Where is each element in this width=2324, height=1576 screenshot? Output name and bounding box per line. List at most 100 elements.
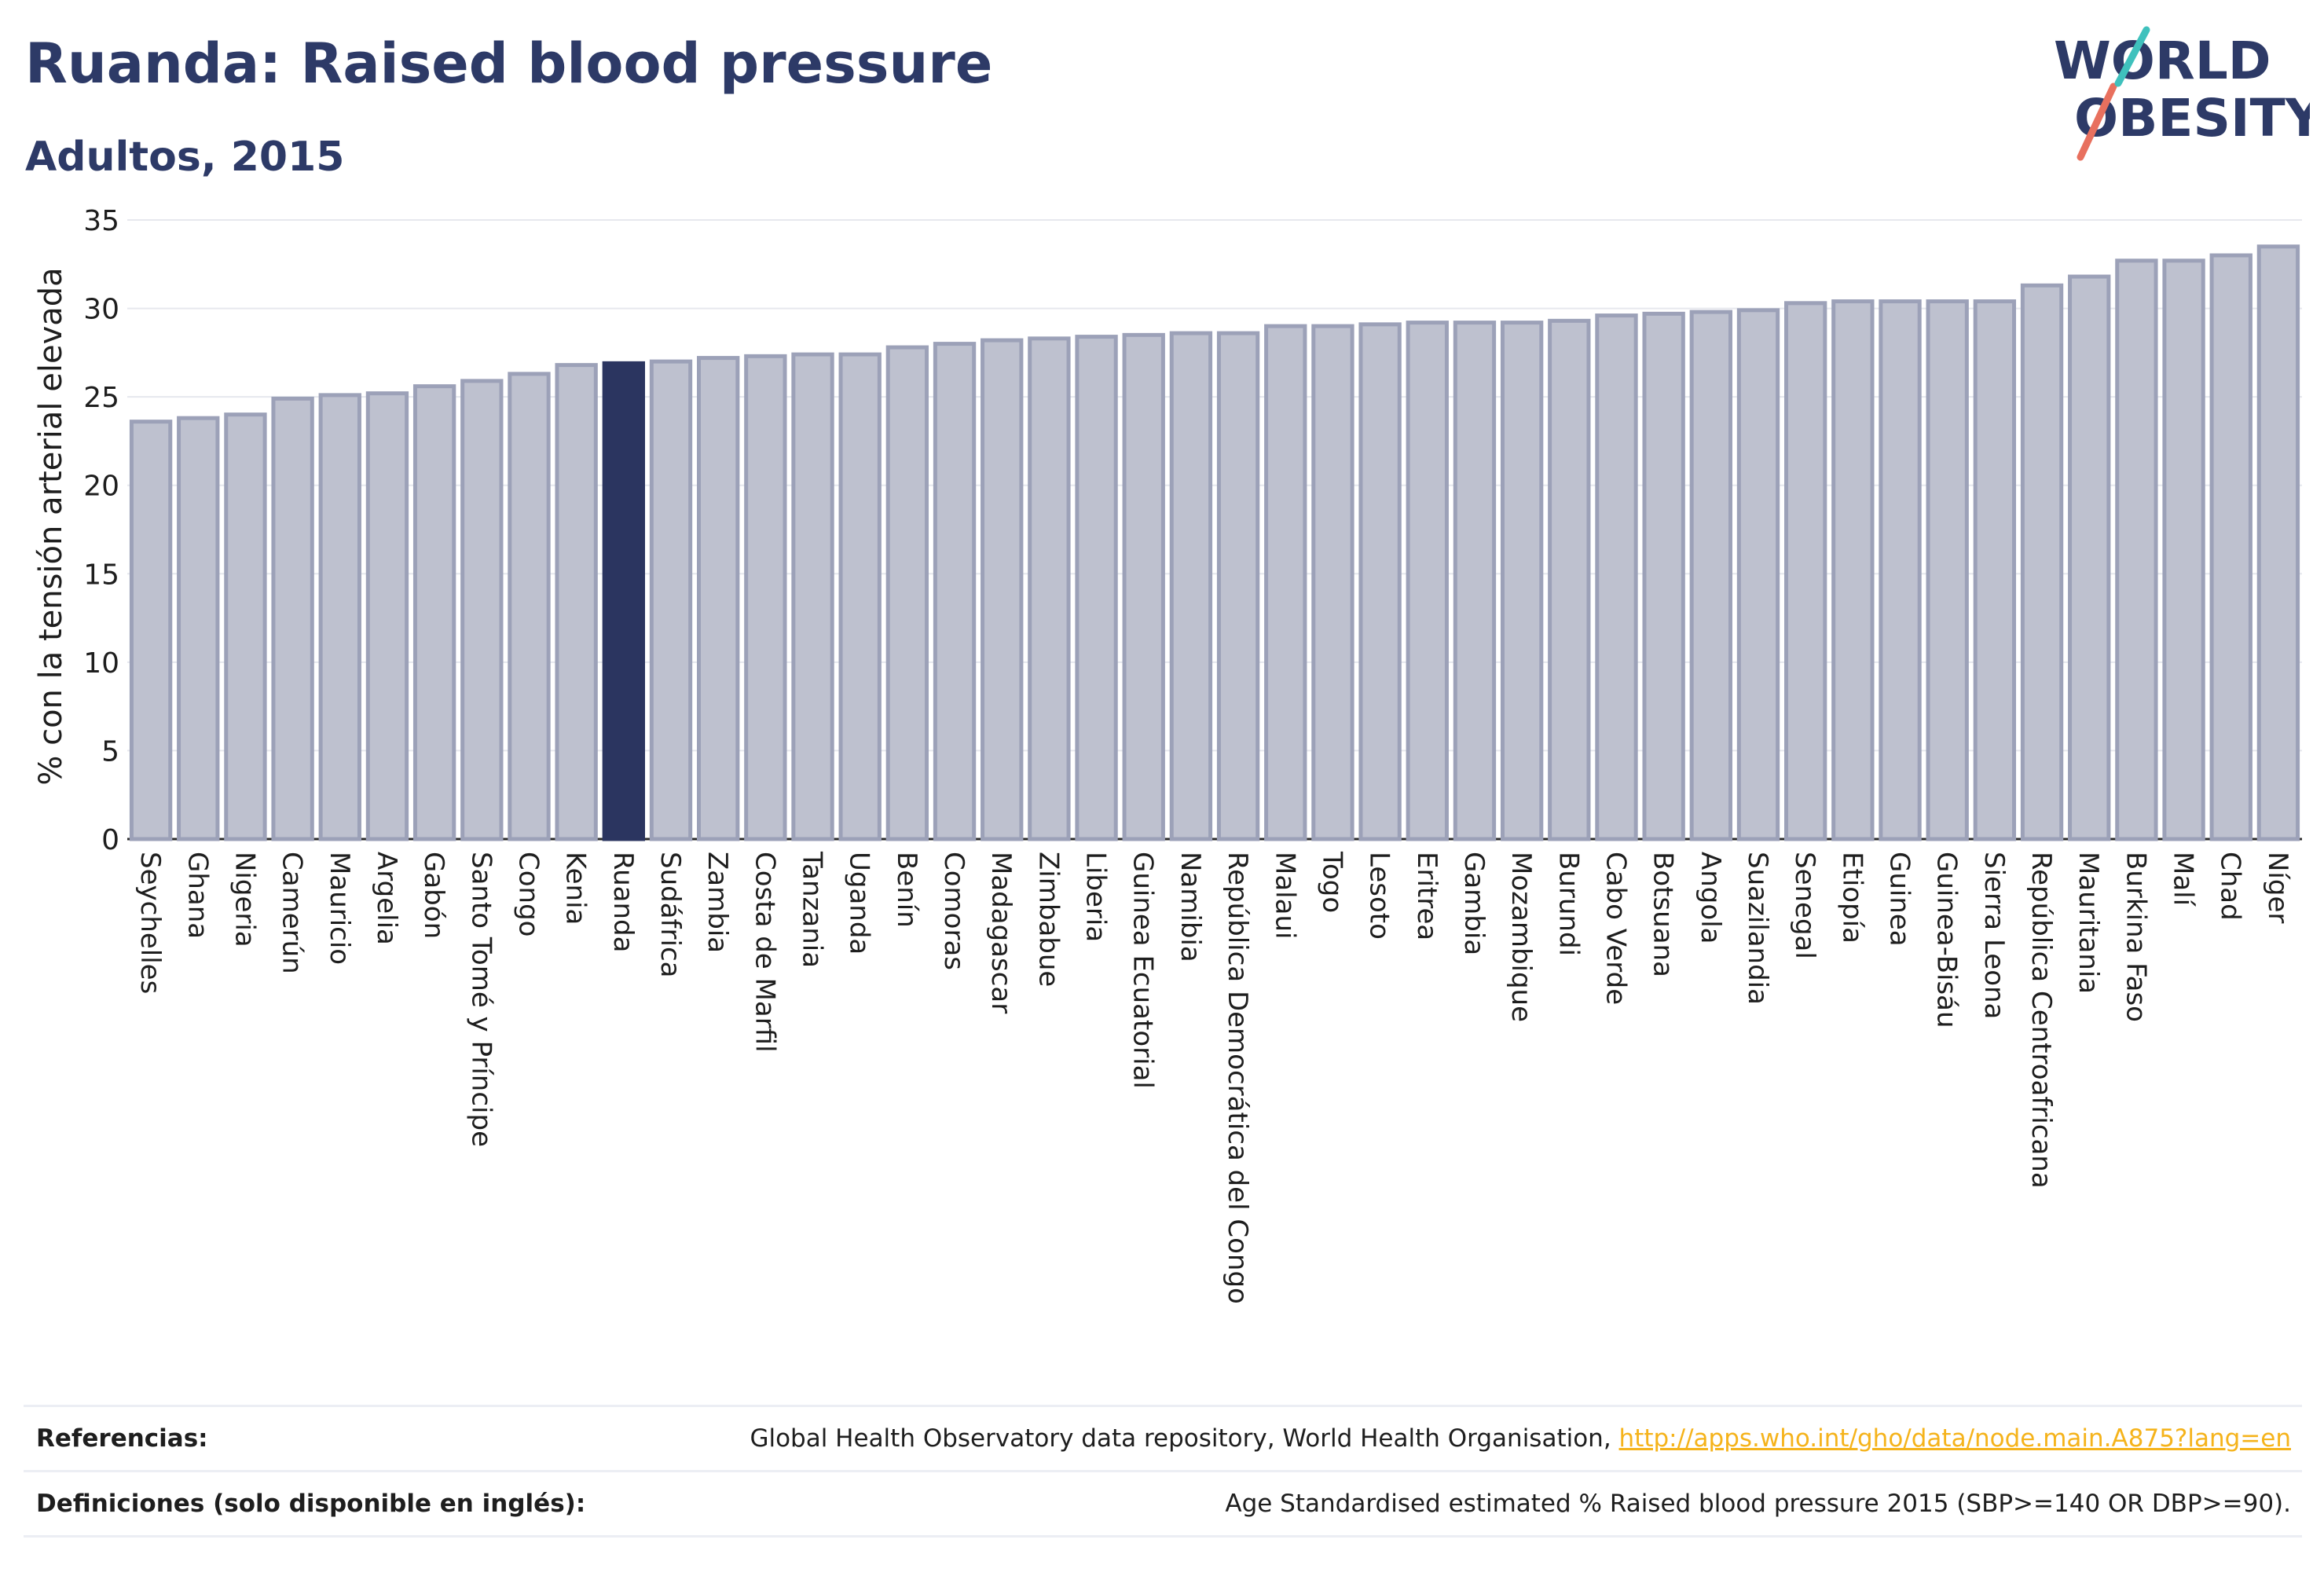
x-tick-label: Chad bbox=[2215, 852, 2246, 921]
bar-liberia bbox=[1075, 335, 1118, 841]
x-tick-label: Benín bbox=[891, 852, 922, 928]
bar-seychelles bbox=[129, 420, 173, 841]
bar-sierra-leona bbox=[1973, 299, 2017, 841]
x-tick-label: Uganda bbox=[844, 852, 875, 955]
x-tick-label: Sudáfrica bbox=[654, 852, 686, 977]
x-tick-label: Níger bbox=[2262, 852, 2293, 923]
x-tick-label: República Centroafricana bbox=[2025, 852, 2057, 1189]
bar-angola bbox=[1689, 310, 1732, 841]
bar-ghana bbox=[177, 416, 220, 841]
bar-burundi bbox=[1548, 318, 1591, 841]
y-tick-label: 15 bbox=[83, 559, 119, 591]
x-tick-label: Seychelles bbox=[134, 852, 166, 994]
bar-camerún bbox=[271, 396, 314, 841]
x-tick-label: Guinea Ecuatorial bbox=[1127, 852, 1159, 1089]
bar-costa-de-marfil bbox=[744, 354, 787, 841]
x-tick-label: Sierra Leona bbox=[1978, 852, 2010, 1019]
bar-mauritania bbox=[2068, 274, 2111, 841]
x-tick-label: Burkina Faso bbox=[2120, 852, 2151, 1022]
bar-malaui bbox=[1264, 324, 1307, 841]
x-tick-label: Costa de Marfil bbox=[749, 852, 780, 1053]
bar-zimbabue bbox=[1028, 336, 1071, 841]
bar-lesoto bbox=[1358, 322, 1402, 841]
bar-república-democrática-del-congo bbox=[1216, 331, 1260, 841]
x-tick-label: Suazilandia bbox=[1742, 852, 1773, 1005]
bar-nigeria bbox=[224, 412, 267, 841]
x-tick-label: Gabón bbox=[418, 852, 449, 939]
bar-burkina-faso bbox=[2115, 258, 2158, 841]
chart-title: Ruanda: Raised blood pressure bbox=[25, 31, 993, 96]
world-obesity-logo: WORLD OBESITY bbox=[2043, 22, 2324, 171]
x-tick-label: República Democrática del Congo bbox=[1222, 852, 1253, 1304]
bar-sudáfrica bbox=[649, 359, 693, 841]
y-tick-label: 5 bbox=[101, 735, 119, 768]
bar-ruanda bbox=[602, 361, 645, 841]
x-tick-label: Togo bbox=[1316, 851, 1347, 913]
references-link[interactable]: http://apps.who.int/gho/data/node.main.A… bbox=[1618, 1424, 2291, 1453]
bar-togo bbox=[1311, 324, 1354, 841]
definitions-label: Definiciones (solo disponible en inglés)… bbox=[36, 1490, 586, 1518]
bar-mauricio bbox=[318, 393, 361, 841]
y-tick-label: 30 bbox=[83, 294, 119, 326]
x-tick-label: Mozambique bbox=[1505, 852, 1537, 1022]
x-tick-label: Gambia bbox=[1458, 852, 1490, 955]
x-tick-label: Ghana bbox=[181, 852, 213, 939]
x-tick-label: Santo Tomé y Príncipe bbox=[465, 852, 497, 1147]
x-tick-label: Comoras bbox=[938, 852, 970, 970]
x-tick-label: Namibia bbox=[1175, 852, 1206, 962]
x-tick-label: Zimbabue bbox=[1032, 852, 1064, 987]
bar-chad bbox=[2209, 253, 2253, 841]
bar-uganda bbox=[838, 352, 882, 841]
x-tick-label: Lesoto bbox=[1364, 852, 1395, 940]
references-label: Referencias: bbox=[36, 1424, 208, 1453]
bar-etiopía bbox=[1831, 299, 1875, 841]
x-tick-label: Eritrea bbox=[1411, 852, 1442, 940]
bar-níger bbox=[2256, 244, 2300, 841]
references-text: Global Health Observatory data repositor… bbox=[750, 1424, 1619, 1453]
bar-santo-tomé-y-príncipe bbox=[460, 379, 504, 841]
bar-cabo-verde bbox=[1595, 313, 1638, 841]
x-tick-label: Liberia bbox=[1080, 852, 1112, 942]
bar-mozambique bbox=[1500, 321, 1544, 841]
x-tick-label: Malí bbox=[2168, 852, 2199, 907]
x-axis-ticks: Seychelles Ghana Nigeria Camerún Mauricio Arg… bbox=[134, 851, 2293, 1304]
x-tick-label: Nigeria bbox=[229, 852, 260, 947]
y-tick-label: 10 bbox=[83, 647, 119, 680]
x-tick-label: Camerún bbox=[277, 852, 308, 974]
bar-guinea-ecuatorial bbox=[1122, 332, 1165, 841]
x-tick-label: Cabo Verde bbox=[1600, 852, 1631, 1005]
bar-comoras bbox=[933, 342, 977, 841]
bar-argelia bbox=[365, 391, 409, 841]
x-tick-label: Malaui bbox=[1269, 852, 1300, 939]
footer: Referencias: Global Health Observatory d… bbox=[24, 1405, 2302, 1538]
x-tick-label: Kenia bbox=[560, 852, 592, 925]
x-tick-label: Senegal bbox=[1789, 852, 1820, 959]
y-tick-label: 20 bbox=[83, 471, 119, 503]
references-value: Global Health Observatory data repositor… bbox=[750, 1424, 2302, 1453]
bar-benín bbox=[885, 345, 929, 841]
x-tick-label: Angola bbox=[1695, 852, 1726, 944]
x-tick-label: Madagascar bbox=[985, 852, 1017, 1013]
bar-guinea-bisáu bbox=[1926, 299, 1969, 841]
bar-madagascar bbox=[981, 338, 1024, 841]
bar-congo bbox=[508, 372, 551, 841]
x-tick-label: Mauricio bbox=[324, 852, 355, 965]
x-tick-label: Argelia bbox=[371, 852, 402, 945]
x-tick-label: Zambia bbox=[702, 852, 733, 953]
bar-senegal bbox=[1784, 301, 1827, 841]
x-tick-label: Ruanda bbox=[607, 852, 639, 952]
bar-tanzania bbox=[791, 352, 834, 841]
bar-república-centroafricana bbox=[2020, 283, 2064, 841]
x-tick-label: Etiopía bbox=[1836, 852, 1868, 944]
bar-guinea bbox=[1879, 299, 1922, 841]
logo-line2: OBESITY bbox=[2074, 88, 2310, 148]
y-tick-label: 35 bbox=[83, 205, 119, 237]
bar-kenia bbox=[555, 363, 598, 841]
bar-zambia bbox=[697, 356, 740, 841]
x-tick-label: Burundi bbox=[1552, 852, 1584, 956]
y-tick-label: 0 bbox=[101, 824, 119, 856]
bars bbox=[129, 244, 2300, 841]
definitions-row: Definiciones (solo disponible en inglés)… bbox=[24, 1470, 2302, 1538]
slash-logo-icon bbox=[2077, 26, 2150, 161]
definitions-text: Age Standardised estimated % Raised bloo… bbox=[1225, 1490, 2291, 1518]
